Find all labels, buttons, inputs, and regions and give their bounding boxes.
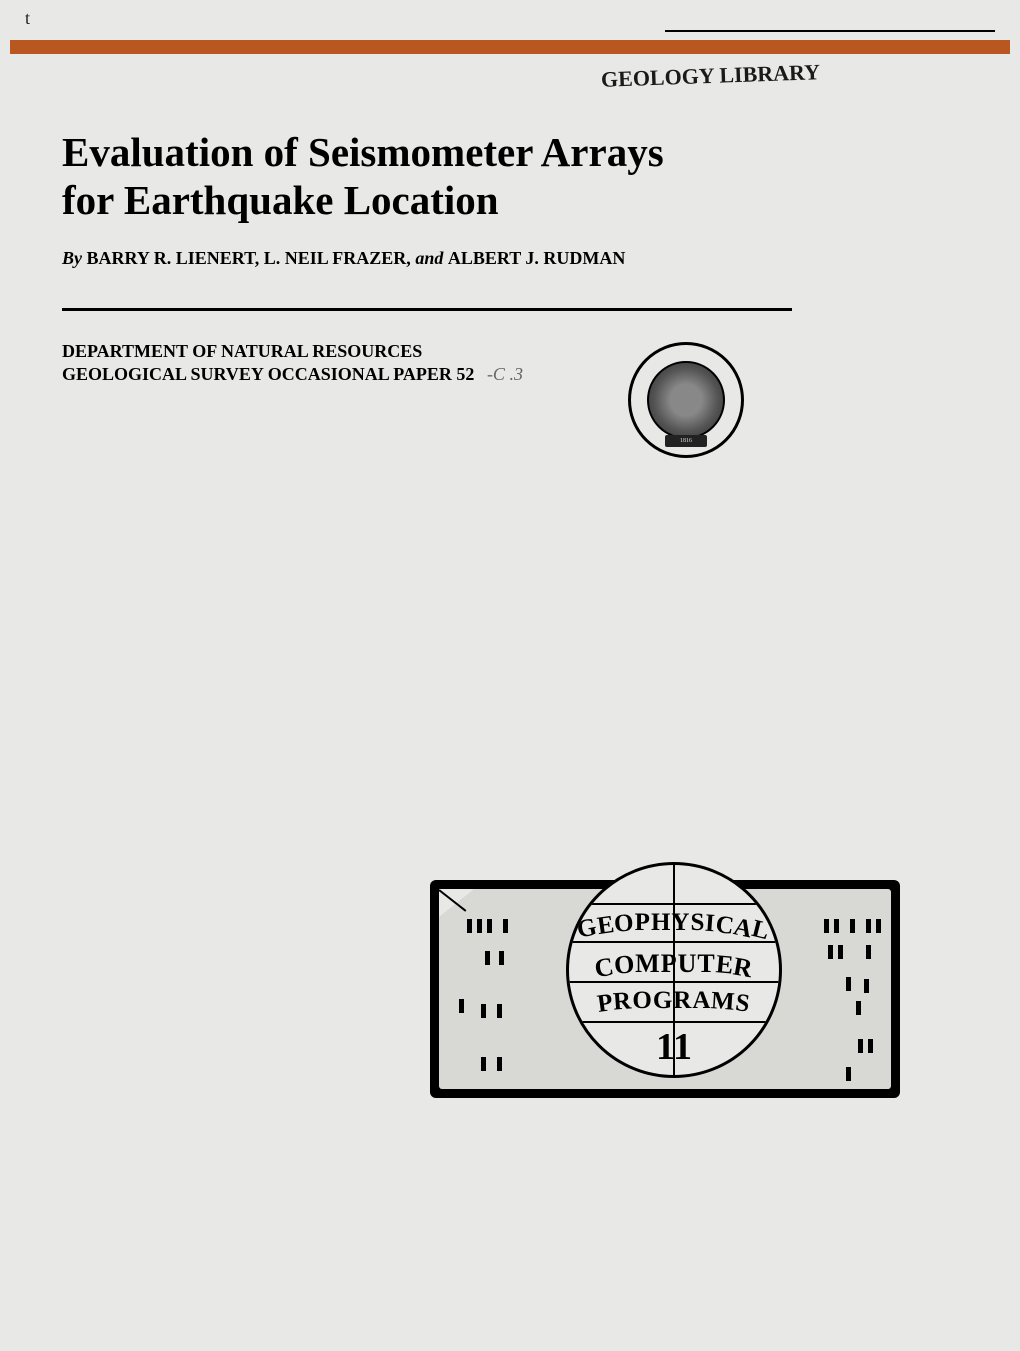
seal-inner-image xyxy=(647,361,725,439)
tick xyxy=(459,999,464,1013)
tick xyxy=(834,919,839,933)
tick xyxy=(858,1039,863,1053)
globe-lat xyxy=(569,1021,779,1023)
seal-outer-ring: 1816 xyxy=(628,342,744,458)
tick xyxy=(497,1004,502,1018)
author-3: ALBERT J. RUDMAN xyxy=(448,248,626,268)
tick xyxy=(499,951,504,965)
tick xyxy=(824,919,829,933)
paper-title: Evaluation of Seismometer Arrays for Ear… xyxy=(62,128,664,225)
page-mark: t xyxy=(25,8,30,29)
dept-line-1: DEPARTMENT OF NATURAL RESOURCES xyxy=(62,340,523,363)
tick xyxy=(838,945,843,959)
globe-logo: GEOPHYSICAL COMPUTER PROGRAMS 11 xyxy=(566,862,782,1078)
tick xyxy=(503,919,508,933)
tick xyxy=(485,951,490,965)
globe-text-2: COMPUTER xyxy=(569,949,779,979)
tick xyxy=(487,919,492,933)
tick xyxy=(477,919,482,933)
library-stamp: GEOLOGY LIBRARY xyxy=(601,59,821,93)
globe-number: 11 xyxy=(569,1025,779,1069)
department-info: DEPARTMENT OF NATURAL RESOURCES GEOLOGIC… xyxy=(62,340,523,385)
tick xyxy=(497,1057,502,1071)
top-divider xyxy=(665,30,995,32)
title-line-1: Evaluation of Seismometer Arrays xyxy=(62,128,664,176)
orange-bar xyxy=(10,40,1010,54)
horizontal-rule xyxy=(62,308,792,311)
byline: By BARRY R. LIENERT, L. NEIL FRAZER, and… xyxy=(62,248,625,269)
state-seal: 1816 xyxy=(628,342,744,458)
by-label: By xyxy=(62,248,82,268)
tick xyxy=(850,919,855,933)
tick xyxy=(481,1004,486,1018)
author-2: L. NEIL FRAZER, xyxy=(264,248,411,268)
tick xyxy=(868,1039,873,1053)
tick xyxy=(481,1057,486,1071)
tick xyxy=(828,945,833,959)
tick xyxy=(467,919,472,933)
tick xyxy=(864,979,869,993)
dept-line-2: GEOLOGICAL SURVEY OCCASIONAL PAPER 52 xyxy=(62,364,474,384)
globe-lat xyxy=(569,903,779,905)
globe-text-1: GEOPHYSICAL xyxy=(569,909,779,937)
tick xyxy=(866,945,871,959)
tick xyxy=(866,919,871,933)
tick xyxy=(846,977,851,991)
and-label: and xyxy=(415,248,443,268)
seal-year-banner: 1816 xyxy=(665,435,707,447)
author-1: BARRY R. LIENERT, xyxy=(87,248,260,268)
tick xyxy=(846,1067,851,1081)
tick xyxy=(876,919,881,933)
globe-text-3: PROGRAMS xyxy=(569,987,779,1015)
title-line-2: for Earthquake Location xyxy=(62,176,664,224)
tick xyxy=(856,1001,861,1015)
handwritten-note: -C .3 xyxy=(487,364,523,384)
